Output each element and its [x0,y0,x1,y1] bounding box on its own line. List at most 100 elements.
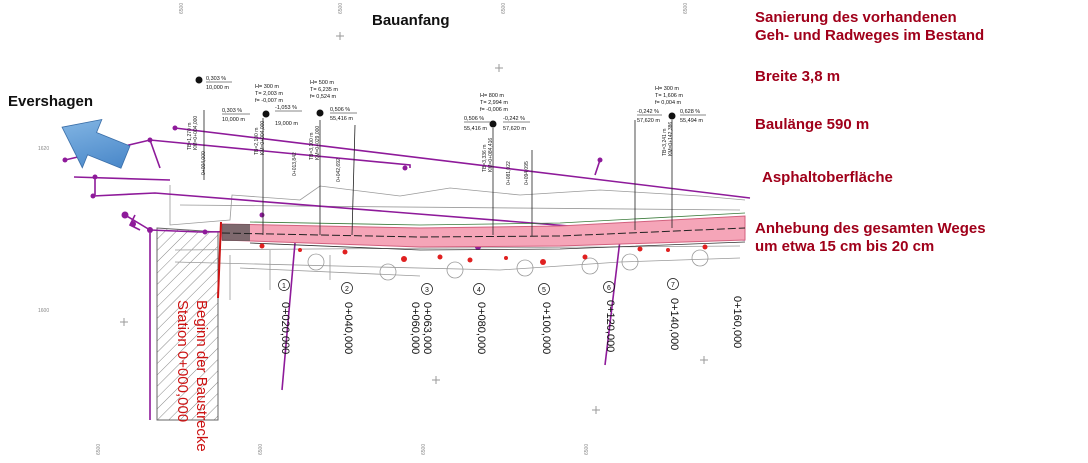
station-marker-6: 6 [603,281,615,293]
hatched-building [156,227,219,421]
station-marker-5: 5 [538,283,550,295]
boundary-points [62,125,653,250]
bauanfang-label: Bauanfang [372,12,450,29]
svg-text:0,303 %: 0,303 % [222,108,242,114]
svg-text:-1,053 %: -1,053 % [275,105,297,111]
svg-text:6500: 6500 [683,3,689,14]
gradient-label-2: 0,303 % 10,000 m [222,108,270,123]
station-marker-2: 2 [341,282,353,294]
direction-arrow-icon [61,118,131,169]
svg-text:2: 2 [345,286,349,293]
curve-label-4: H= 300 m T= 1,606 m f= 0,004 m [655,86,683,106]
station-label-0060: 0+060,000 [409,302,421,354]
svg-text:0,506 %: 0,506 % [330,107,350,113]
svg-text:H= 300 m: H= 300 m [655,86,679,92]
svg-text:55,416 m: 55,416 m [330,116,353,122]
svg-text:0+094,095: 0+094,095 [524,161,530,185]
svg-text:f= -0,006 m: f= -0,006 m [480,107,508,113]
svg-text:4: 4 [477,287,481,294]
gradient-label-6: -0,242 % 57,620 m [503,116,530,132]
note-anhebung: Anhebung des gesamten Weges um etwa 15 c… [755,220,986,256]
svg-text:10,000 m: 10,000 m [206,85,229,91]
svg-text:6500: 6500 [421,444,427,455]
road-edge-top [249,212,746,226]
grid-coordinate-ticks: 6500 6500 6500 6500 1620 1600 6500 6500 … [38,3,689,455]
svg-text:19,000 m: 19,000 m [275,121,298,127]
svg-text:0+042,692: 0+042,692 [336,158,342,182]
svg-text:7: 7 [671,282,675,289]
svg-text:T= 2,003 m: T= 2,003 m [255,91,283,97]
gradient-label-7: -0,242 % 57,620 m [637,109,676,124]
curve-label-2: H= 500 m T= 6,235 m f= 0,524 m [310,80,338,100]
svg-text:5: 5 [542,287,546,294]
gradient-label-5: 0,506 % 55,416 m [464,116,497,132]
svg-text:H= 300 m: H= 300 m [255,84,279,90]
gradient-label-4: 0,506 % 55,416 m [330,107,357,122]
station-labels: 0+020,000 0+040,000 0+060,000 0+063,000 … [279,296,743,354]
gradient-label-1: 0,303 % 10,000 m [195,76,232,91]
station-markers: 1 2 3 4 5 6 7 [278,278,679,295]
note-baulaenge: Baulänge 590 m [755,116,870,133]
svg-text:KM=0+029,000: KM=0+029,000 [315,126,321,160]
leader-text: TB=1,270 m KM=0+004,000 0+004,000 TB=2,1… [187,116,674,185]
svg-text:KM=0+142,386: KM=0+142,386 [668,122,674,156]
svg-text:TB=3,100 m: TB=3,100 m [309,133,315,160]
svg-text:57,620 m: 57,620 m [637,118,660,124]
station-label-0100: 0+100,000 [540,302,552,354]
station-label-0160: 0+160,000 [731,296,743,348]
svg-text:H= 800 m: H= 800 m [480,93,504,99]
svg-text:Beginn der Baustrecke: Beginn der Baustrecke [193,300,210,452]
svg-text:6500: 6500 [179,3,185,14]
svg-text:0+013,842: 0+013,842 [292,152,298,176]
svg-text:KM=0+004,000: KM=0+004,000 [260,121,266,155]
svg-text:T= 2,994 m: T= 2,994 m [480,100,508,106]
note-sanierung-line1: Sanierung des vorhandenen [755,9,957,26]
svg-text:6: 6 [607,285,611,292]
svg-text:KM=0+004,000: KM=0+004,000 [193,116,199,150]
grid-crosses [120,32,708,414]
note-sanierung: Sanierung des vorhandenen Geh- und Radwe… [755,9,984,45]
baustrecke-start-line [217,221,222,299]
station-label-0063: 0+063,000 [421,302,433,354]
svg-text:6500: 6500 [338,3,344,14]
road-centerline [221,227,746,238]
svg-text:H= 500 m: H= 500 m [310,80,334,86]
note-breite: Breite 3,8 m [755,68,841,85]
svg-text:6500: 6500 [258,444,264,455]
svg-text:T= 6,235 m: T= 6,235 m [310,87,338,93]
svg-text:6500: 6500 [584,444,590,455]
svg-text:0,506 %: 0,506 % [464,116,484,122]
station-marker-1: 1 [278,279,290,291]
plan-detail-lines [169,185,746,300]
svg-text:1620: 1620 [38,146,49,152]
svg-text:Station 0+000,000: Station 0+000,000 [174,300,191,422]
svg-text:6500: 6500 [96,444,102,455]
note-anhebung-line1: Anhebung des gesamten Weges [755,220,986,237]
svg-text:0,628 %: 0,628 % [680,109,700,115]
road-surface [221,215,746,248]
svg-text:TB=1,270 m: TB=1,270 m [187,123,193,150]
gradient-label-8: 0,628 % 55,494 m [680,109,706,124]
svg-text:6500: 6500 [501,3,507,14]
station-marker-3: 3 [421,283,433,295]
station-label-0120: 0+120,000 [604,300,616,352]
station-marker-4: 4 [473,283,485,295]
evershagen-label: Evershagen [8,93,94,110]
svg-text:f= 0,004 m: f= 0,004 m [655,100,682,106]
note-sanierung-line2: Geh- und Radweges im Bestand [755,27,985,44]
svg-text:10,000 m: 10,000 m [222,117,245,123]
note-anhebung-line2: um etwa 15 cm bis 20 cm [755,238,935,255]
station-label-0020: 0+020,000 [279,302,291,354]
svg-text:KM=0+084,416: KM=0+084,416 [488,138,494,172]
road-edge-bottom [249,241,746,251]
curve-label-1: H= 300 m T= 2,003 m f= -0,007 m [255,84,283,104]
station-label-0040: 0+040,000 [342,302,354,354]
baustrecke-start-label: Beginn der Baustrecke Station 0+000,000 [174,300,210,452]
station-marker-7: 7 [667,278,679,290]
svg-text:TB=3,241 m: TB=3,241 m [662,129,668,156]
svg-text:1600: 1600 [38,308,49,314]
svg-text:f= -0,007 m: f= -0,007 m [255,98,283,104]
svg-text:0+004,000: 0+004,000 [201,151,207,175]
svg-text:0,303 %: 0,303 % [206,76,226,82]
